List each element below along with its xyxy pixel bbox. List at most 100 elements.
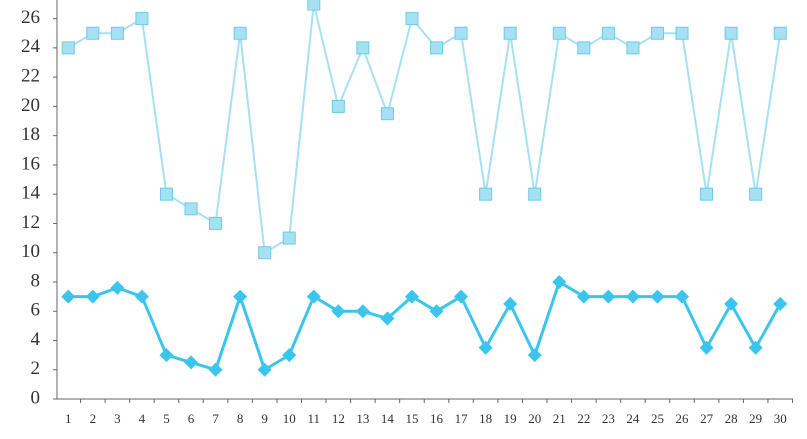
point xyxy=(576,289,591,304)
point xyxy=(577,41,591,55)
x-tick-label: 17 xyxy=(455,411,469,426)
point xyxy=(675,289,690,304)
y-tick-label: 14 xyxy=(21,183,41,204)
point xyxy=(258,246,272,260)
point xyxy=(601,289,616,304)
point xyxy=(479,187,493,201)
y-tick-label: 4 xyxy=(31,329,41,350)
x-tick-label: 5 xyxy=(163,411,170,426)
point xyxy=(773,296,788,311)
point xyxy=(233,289,248,304)
point xyxy=(282,231,296,245)
x-tick-label: 26 xyxy=(676,411,690,426)
point xyxy=(110,26,124,40)
x-tick-label: 15 xyxy=(405,411,418,426)
x-tick-label: 22 xyxy=(577,411,590,426)
point xyxy=(405,12,419,26)
point xyxy=(159,187,173,201)
point xyxy=(748,340,763,355)
point xyxy=(380,311,395,326)
y-tick-label: 10 xyxy=(21,241,40,262)
y-tick-label: 18 xyxy=(21,124,40,145)
point xyxy=(184,355,199,370)
point xyxy=(724,296,739,311)
x-tick-label: 16 xyxy=(430,411,444,426)
point xyxy=(282,348,297,363)
point xyxy=(306,289,321,304)
point xyxy=(331,99,345,113)
x-tick-label: 3 xyxy=(114,411,121,426)
x-tick-label: 19 xyxy=(504,411,517,426)
point xyxy=(552,274,567,289)
y-tick-label: 20 xyxy=(21,95,40,116)
point xyxy=(134,289,149,304)
point xyxy=(209,216,223,230)
x-tick-label: 20 xyxy=(528,411,541,426)
point xyxy=(380,107,394,121)
x-tick-label: 12 xyxy=(332,411,345,426)
x-tick-label: 18 xyxy=(479,411,492,426)
x-tick-label: 14 xyxy=(381,411,395,426)
point xyxy=(355,304,370,319)
point xyxy=(700,187,714,201)
x-tick-label: 6 xyxy=(188,411,195,426)
x-tick-label: 7 xyxy=(212,411,219,426)
point xyxy=(478,340,493,355)
x-tick-label: 10 xyxy=(283,411,296,426)
point xyxy=(184,202,198,216)
y-tick-label: 0 xyxy=(31,387,41,408)
point xyxy=(626,41,640,55)
point xyxy=(61,289,76,304)
point xyxy=(307,0,321,11)
point xyxy=(85,289,100,304)
y-tick-label: 16 xyxy=(21,153,40,174)
x-tick-label: 25 xyxy=(651,411,664,426)
point xyxy=(430,41,444,55)
y-tick-label: 24 xyxy=(21,36,41,57)
point xyxy=(749,187,763,201)
point xyxy=(86,26,100,40)
point xyxy=(699,340,714,355)
point xyxy=(527,348,542,363)
point xyxy=(135,12,149,26)
point xyxy=(724,26,738,40)
x-tick-label: 2 xyxy=(90,411,97,426)
x-tick-label: 28 xyxy=(725,411,738,426)
point xyxy=(429,304,444,319)
x-tick-label: 8 xyxy=(237,411,244,426)
point xyxy=(404,289,419,304)
x-tick-label: 30 xyxy=(774,411,787,426)
point xyxy=(208,362,223,377)
point xyxy=(331,304,346,319)
point xyxy=(454,26,468,40)
point xyxy=(233,26,247,40)
point xyxy=(625,289,640,304)
y-tick-label: 2 xyxy=(31,358,41,379)
point xyxy=(773,26,787,40)
point xyxy=(159,348,174,363)
x-tick-label: 29 xyxy=(749,411,762,426)
point xyxy=(601,26,615,40)
y-tick-label: 26 xyxy=(21,7,40,28)
series-line xyxy=(67,3,782,255)
point xyxy=(552,26,566,40)
point xyxy=(61,41,75,55)
x-tick-label: 23 xyxy=(602,411,615,426)
point xyxy=(650,289,665,304)
y-tick-label: 8 xyxy=(31,270,41,291)
series-line xyxy=(68,279,782,372)
y-tick-label: 22 xyxy=(21,66,40,87)
x-tick-label: 11 xyxy=(308,411,321,426)
x-tick-label: 1 xyxy=(65,411,72,426)
x-tick-label: 24 xyxy=(626,411,640,426)
x-tick-label: 27 xyxy=(700,411,714,426)
x-tick-label: 21 xyxy=(553,411,566,426)
point xyxy=(503,26,517,40)
x-tick-label: 13 xyxy=(356,411,369,426)
point xyxy=(503,296,518,311)
point xyxy=(110,280,125,295)
point xyxy=(650,26,664,40)
y-tick-label: 6 xyxy=(31,300,41,321)
point xyxy=(528,187,542,201)
